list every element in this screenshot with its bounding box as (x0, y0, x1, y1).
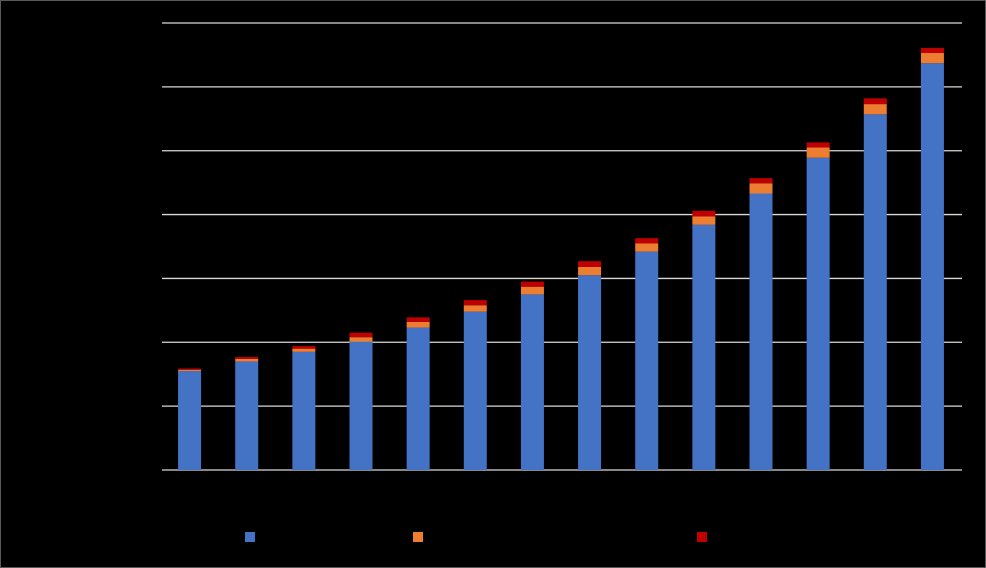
bar-segment-series-1 (349, 341, 373, 470)
bar-segment-series-3 (463, 300, 487, 306)
legend-swatch-series-1 (245, 532, 255, 542)
bar-segment-series-3 (578, 261, 602, 267)
bar-segment-series-1 (235, 361, 259, 470)
bars (178, 47, 944, 471)
bar-segment-series-1 (749, 193, 773, 470)
bar-segment-series-3 (349, 332, 373, 338)
bar-segment-series-3 (692, 210, 716, 217)
bar-segment-series-3 (863, 98, 887, 105)
bar-segment-series-2 (235, 358, 259, 362)
bar-segment-series-2 (406, 321, 430, 328)
bar-segment-series-3 (520, 281, 544, 287)
legend-item-series-1 (245, 532, 255, 542)
bar-segment-series-2 (692, 216, 716, 225)
bar-segment-series-1 (578, 275, 602, 470)
bar-segment-series-1 (463, 311, 487, 470)
legend-swatch-series-2 (413, 532, 423, 542)
bar-segment-series-1 (520, 294, 544, 470)
bar-segment-series-3 (806, 142, 830, 148)
bar-segment-series-3 (920, 47, 944, 54)
gridlines (162, 22, 962, 471)
bar-segment-series-1 (406, 327, 430, 470)
bar-segment-series-2 (806, 147, 830, 158)
bar-segment-series-2 (292, 348, 316, 352)
bar-segment-series-2 (635, 243, 659, 252)
bar-segment-series-1 (178, 371, 202, 470)
bar-segment-series-1 (920, 63, 944, 470)
bar-segment-series-1 (292, 351, 316, 470)
bar-segment-series-3 (406, 317, 430, 322)
bar-segment-series-2 (349, 337, 373, 342)
bar-segment-series-3 (178, 368, 202, 370)
bar-segment-series-1 (692, 224, 716, 470)
legend-item-series-2 (413, 532, 423, 542)
legend-swatch-series-3 (697, 532, 707, 542)
bar-segment-series-3 (235, 356, 259, 359)
bar-segment-series-2 (578, 266, 602, 276)
legend-item-series-3 (697, 532, 707, 542)
bar-segment-series-3 (635, 238, 659, 244)
bar-segment-series-1 (863, 114, 887, 471)
bar-segment-series-2 (863, 104, 887, 115)
bar-segment-series-2 (749, 183, 773, 194)
legend (0, 532, 986, 546)
bar-segment-series-3 (749, 178, 773, 184)
bar-segment-series-3 (292, 346, 316, 349)
bar-segment-series-2 (463, 305, 487, 312)
bar-segment-series-2 (520, 286, 544, 295)
bar-segment-series-1 (635, 251, 659, 470)
bar-segment-series-2 (920, 53, 944, 64)
bar-segment-series-1 (806, 157, 830, 470)
bar-segment-series-2 (178, 369, 202, 372)
